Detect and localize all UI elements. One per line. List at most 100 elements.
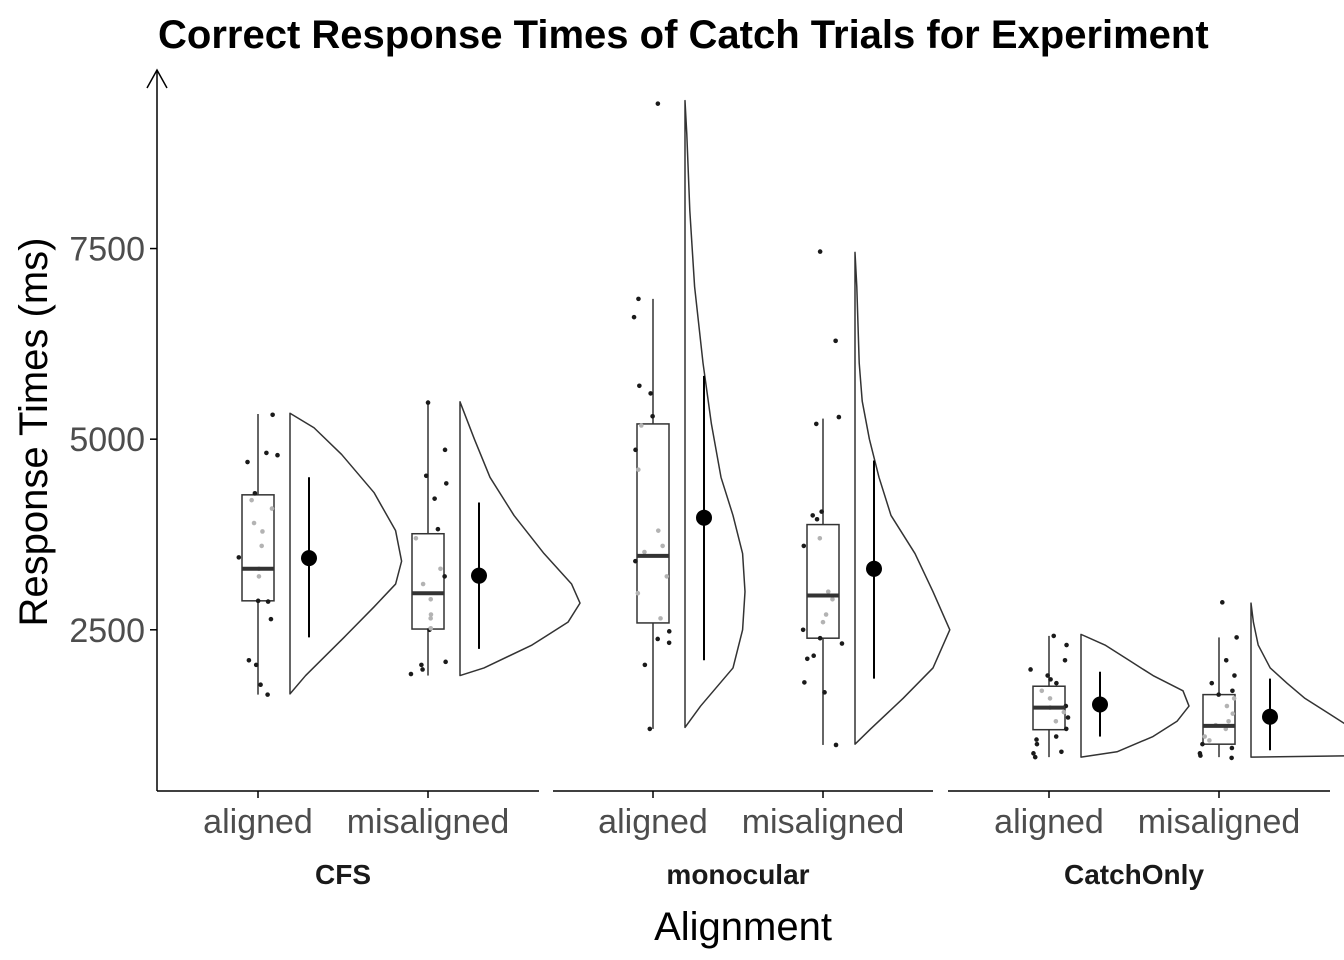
data-point (1034, 737, 1039, 742)
data-point (801, 543, 807, 549)
data-point (423, 473, 429, 479)
data-point (810, 513, 816, 518)
data-point (655, 101, 661, 106)
y-tick-label: 5000 (69, 421, 145, 459)
data-point (420, 667, 425, 672)
data-point (413, 536, 419, 541)
x-tick-label: aligned (598, 803, 708, 841)
data-point (820, 619, 826, 625)
data-point (642, 662, 648, 668)
x-tick-label: misaligned (347, 803, 510, 841)
data-point (245, 459, 250, 465)
data-point (1062, 658, 1068, 663)
panel-label: CatchOnly (1064, 859, 1204, 890)
data-point (1031, 751, 1036, 756)
data-point (636, 296, 641, 302)
data-point (428, 597, 434, 602)
data-point (814, 516, 820, 522)
data-point (1229, 745, 1235, 751)
summary-mean-point (1262, 708, 1278, 725)
box-iqr (806, 523, 840, 639)
data-point (637, 383, 642, 389)
data-point (265, 692, 270, 697)
data-point (432, 496, 437, 501)
data-point (1032, 754, 1038, 760)
summary-mean-point (301, 550, 317, 567)
data-point (1028, 667, 1033, 672)
data-point (435, 526, 441, 532)
data-point (635, 590, 641, 596)
data-point (264, 450, 269, 456)
data-point (655, 636, 661, 642)
data-point (236, 555, 242, 560)
data-point (1231, 696, 1237, 701)
data-point (270, 412, 275, 418)
data-point (1053, 734, 1059, 739)
summary-mean-point (1092, 696, 1108, 713)
data-point (275, 452, 280, 458)
box-iqr (1202, 693, 1236, 745)
data-point (1224, 703, 1230, 709)
data-point (1065, 715, 1071, 720)
x-tick-label: aligned (203, 803, 313, 841)
data-point (655, 528, 661, 533)
density-cloud (289, 412, 403, 695)
data-point (428, 612, 434, 617)
density-cloud (854, 251, 951, 745)
data-point (258, 682, 263, 687)
data-point (666, 629, 672, 634)
summary-mean-point (471, 567, 487, 584)
data-point (1063, 726, 1069, 732)
panel-label: CFS (315, 859, 371, 890)
chart-title: Correct Response Times of Catch Trials f… (158, 13, 1209, 57)
data-point (252, 491, 258, 496)
data-point (817, 536, 823, 541)
data-point (1230, 688, 1235, 694)
data-point (428, 616, 433, 621)
density-cloud (459, 401, 581, 677)
data-point (639, 423, 644, 428)
data-point (650, 414, 655, 419)
data-point (442, 574, 447, 579)
data-point (802, 680, 807, 685)
data-point (1059, 749, 1064, 755)
data-point (1230, 711, 1236, 716)
data-point (425, 400, 431, 405)
y-axis-arrow (146, 68, 168, 89)
data-point (1064, 642, 1069, 648)
data-point (631, 314, 637, 320)
box-iqr (636, 423, 670, 624)
density-cloud (684, 99, 746, 729)
data-point (1207, 738, 1212, 743)
data-point (664, 574, 670, 579)
y-tick-label: 7500 (69, 231, 145, 269)
summary-mean-point (696, 509, 712, 526)
data-point (251, 520, 257, 526)
data-point (1200, 741, 1205, 747)
data-point (633, 447, 638, 453)
data-point (833, 338, 838, 344)
data-point (819, 509, 824, 514)
data-point (1034, 741, 1040, 747)
data-point (1216, 692, 1221, 697)
y-axis-title: Response Times (ms) (12, 238, 56, 627)
data-point (268, 616, 274, 622)
data-point (817, 249, 823, 254)
x-tick-label: misaligned (1138, 803, 1301, 841)
data-point (253, 662, 259, 668)
data-point (249, 497, 254, 503)
data-point (1232, 673, 1237, 678)
data-point (1045, 673, 1050, 678)
data-point (804, 656, 810, 662)
data-point (246, 658, 252, 663)
data-point (648, 391, 653, 396)
data-point (1220, 600, 1225, 605)
data-point (833, 742, 839, 748)
data-point (1223, 658, 1229, 663)
panel-label: monocular (666, 859, 809, 890)
data-point (420, 581, 426, 587)
density-cloud (1250, 602, 1344, 758)
data-point (647, 726, 653, 732)
data-point (1047, 696, 1053, 701)
